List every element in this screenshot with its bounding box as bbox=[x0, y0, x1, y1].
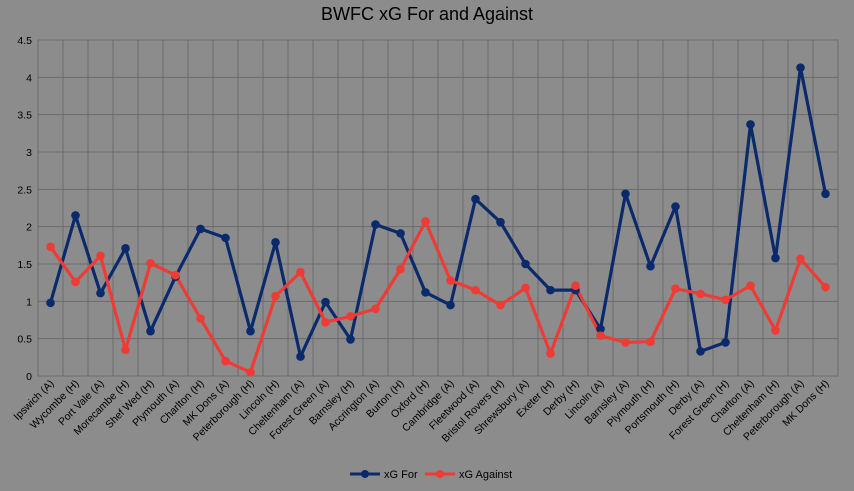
series-point-1 bbox=[771, 326, 780, 335]
series-point-1 bbox=[71, 277, 80, 287]
series-point-0 bbox=[671, 202, 680, 211]
series-point-0 bbox=[696, 347, 705, 356]
series-point-1 bbox=[446, 276, 455, 285]
series-point-1 bbox=[46, 242, 55, 252]
series-point-1 bbox=[621, 338, 630, 347]
y-tick-label: 3.5 bbox=[17, 110, 32, 122]
series-point-1 bbox=[746, 281, 755, 290]
series-point-1 bbox=[546, 349, 555, 358]
series-layer bbox=[46, 63, 830, 377]
series-point-0 bbox=[196, 224, 205, 234]
y-tick-label: 0 bbox=[26, 371, 32, 383]
series-point-0 bbox=[96, 288, 105, 298]
series-point-0 bbox=[621, 189, 630, 199]
series-point-1 bbox=[196, 314, 205, 323]
series-point-1 bbox=[171, 270, 180, 280]
y-tick-label: 4.5 bbox=[17, 35, 32, 47]
series-point-1 bbox=[221, 356, 230, 366]
series-point-1 bbox=[296, 267, 305, 277]
series-point-1 bbox=[371, 304, 380, 314]
series-point-0 bbox=[746, 120, 755, 129]
series-point-0 bbox=[796, 63, 805, 72]
series-point-1 bbox=[321, 317, 330, 327]
series-point-0 bbox=[121, 244, 130, 253]
series-point-0 bbox=[146, 326, 155, 336]
series-point-1 bbox=[796, 254, 805, 264]
y-tick-label: 3 bbox=[26, 147, 32, 159]
series-point-0 bbox=[71, 211, 80, 220]
y-tick-label: 2.5 bbox=[17, 184, 32, 196]
series-point-1 bbox=[121, 345, 130, 355]
series-point-1 bbox=[821, 282, 830, 292]
series-point-1 bbox=[421, 217, 430, 226]
series-point-1 bbox=[646, 337, 655, 346]
series-point-0 bbox=[321, 297, 330, 307]
series-point-0 bbox=[371, 220, 380, 229]
series-point-0 bbox=[471, 194, 480, 204]
series-point-1 bbox=[246, 367, 255, 377]
series-point-1 bbox=[721, 295, 730, 305]
y-tick-label: 4 bbox=[26, 72, 32, 84]
series-point-0 bbox=[396, 229, 405, 238]
series-point-0 bbox=[296, 352, 305, 361]
legend-swatch-marker bbox=[436, 470, 444, 478]
series-point-0 bbox=[496, 217, 505, 227]
series-point-1 bbox=[271, 291, 280, 301]
series-point-0 bbox=[771, 253, 780, 263]
series-point-0 bbox=[421, 288, 430, 297]
series-point-0 bbox=[821, 189, 830, 199]
legend-label: xG For bbox=[384, 469, 418, 481]
series-point-0 bbox=[546, 285, 555, 295]
series-point-0 bbox=[646, 261, 655, 271]
series-point-1 bbox=[396, 264, 405, 274]
series-point-1 bbox=[496, 300, 505, 310]
series-point-0 bbox=[521, 259, 530, 269]
series-point-0 bbox=[246, 326, 255, 336]
y-tick-label: 1 bbox=[26, 296, 32, 308]
legend-swatch-marker bbox=[361, 470, 369, 478]
series-point-0 bbox=[346, 335, 355, 344]
series-point-0 bbox=[721, 338, 730, 347]
series-point-0 bbox=[46, 298, 55, 308]
series-point-0 bbox=[446, 300, 455, 310]
series-point-0 bbox=[596, 324, 605, 334]
legend-label: xG Against bbox=[459, 469, 512, 481]
chart-title: BWFC xG For and Against bbox=[320, 4, 534, 24]
series-point-1 bbox=[671, 284, 680, 293]
series-line-0 bbox=[48, 66, 828, 359]
series-point-0 bbox=[221, 233, 230, 243]
series-point-1 bbox=[471, 285, 480, 295]
series-point-0 bbox=[271, 238, 280, 247]
y-tick-label: 2 bbox=[26, 222, 32, 234]
y-tick-label: 0.5 bbox=[17, 334, 32, 346]
series-point-1 bbox=[571, 281, 580, 290]
series-point-1 bbox=[696, 289, 705, 299]
series-point-1 bbox=[521, 283, 530, 293]
series-point-1 bbox=[146, 258, 155, 268]
series-point-1 bbox=[96, 251, 105, 261]
y-tick-label: 1.5 bbox=[17, 259, 32, 271]
series-point-1 bbox=[596, 331, 605, 340]
series-point-1 bbox=[346, 311, 355, 321]
legend: xG For xG Against bbox=[350, 469, 512, 481]
grid-layer bbox=[37, 39, 839, 377]
